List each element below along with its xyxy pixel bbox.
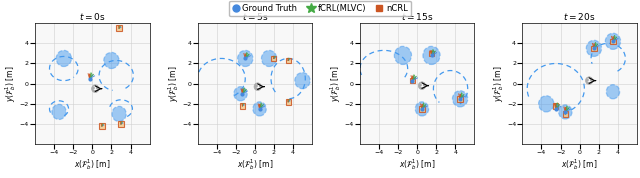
- X-axis label: $x(\mathcal{F}_b^1)$ [m]: $x(\mathcal{F}_b^1)$ [m]: [399, 158, 435, 172]
- Circle shape: [262, 50, 276, 67]
- Circle shape: [56, 50, 72, 67]
- FancyBboxPatch shape: [591, 46, 596, 51]
- Circle shape: [605, 33, 621, 49]
- Circle shape: [254, 83, 261, 91]
- FancyBboxPatch shape: [116, 25, 122, 31]
- Circle shape: [234, 87, 247, 101]
- Y-axis label: $y(\mathcal{F}_b^1)$ [m]: $y(\mathcal{F}_b^1)$ [m]: [491, 65, 506, 102]
- Text: 1: 1: [587, 78, 591, 83]
- Y-axis label: $y(\mathcal{F}_b^1)$ [m]: $y(\mathcal{F}_b^1)$ [m]: [328, 65, 343, 102]
- FancyBboxPatch shape: [99, 123, 104, 129]
- Title: $t = 5\mathrm{s}$: $t = 5\mathrm{s}$: [241, 11, 268, 22]
- FancyBboxPatch shape: [271, 56, 276, 61]
- Circle shape: [586, 77, 593, 85]
- Circle shape: [423, 46, 440, 64]
- Circle shape: [92, 85, 99, 93]
- Circle shape: [295, 73, 310, 89]
- X-axis label: $x(\mathcal{F}_b^1)$ [m]: $x(\mathcal{F}_b^1)$ [m]: [74, 158, 111, 172]
- X-axis label: $x(\mathcal{F}_b^1)$ [m]: $x(\mathcal{F}_b^1)$ [m]: [561, 158, 598, 172]
- Circle shape: [452, 91, 468, 107]
- Title: $t = 0\mathrm{s}$: $t = 0\mathrm{s}$: [79, 11, 106, 22]
- FancyBboxPatch shape: [611, 38, 616, 44]
- FancyBboxPatch shape: [563, 111, 568, 117]
- Circle shape: [52, 104, 66, 119]
- Circle shape: [253, 102, 266, 116]
- Title: $t = 20\mathrm{s}$: $t = 20\mathrm{s}$: [563, 11, 596, 22]
- Text: 1: 1: [419, 83, 424, 88]
- FancyBboxPatch shape: [285, 99, 291, 105]
- Circle shape: [586, 40, 602, 56]
- Circle shape: [104, 52, 119, 69]
- Circle shape: [394, 46, 412, 64]
- FancyBboxPatch shape: [410, 78, 415, 83]
- FancyBboxPatch shape: [118, 121, 124, 127]
- FancyBboxPatch shape: [419, 106, 424, 112]
- X-axis label: $x(\mathcal{F}_b^1)$ [m]: $x(\mathcal{F}_b^1)$ [m]: [237, 158, 273, 172]
- FancyBboxPatch shape: [553, 103, 559, 109]
- FancyBboxPatch shape: [240, 103, 245, 109]
- Text: 1: 1: [93, 86, 97, 91]
- Circle shape: [415, 102, 429, 116]
- Legend: Ground Truth, fCRL(MLVC), nCRL: Ground Truth, fCRL(MLVC), nCRL: [229, 1, 411, 16]
- Y-axis label: $y(\mathcal{F}_b^1)$ [m]: $y(\mathcal{F}_b^1)$ [m]: [166, 65, 180, 102]
- FancyBboxPatch shape: [458, 96, 463, 102]
- Y-axis label: $y(\mathcal{F}_b^1)$ [m]: $y(\mathcal{F}_b^1)$ [m]: [3, 65, 19, 102]
- Title: $t = 15\mathrm{s}$: $t = 15\mathrm{s}$: [401, 11, 433, 22]
- Text: 1: 1: [255, 84, 259, 89]
- FancyBboxPatch shape: [429, 51, 434, 56]
- Circle shape: [237, 50, 253, 67]
- Circle shape: [539, 96, 554, 112]
- Circle shape: [606, 85, 620, 99]
- Circle shape: [419, 82, 426, 90]
- FancyBboxPatch shape: [285, 58, 291, 63]
- Circle shape: [112, 106, 126, 121]
- Circle shape: [559, 105, 572, 119]
